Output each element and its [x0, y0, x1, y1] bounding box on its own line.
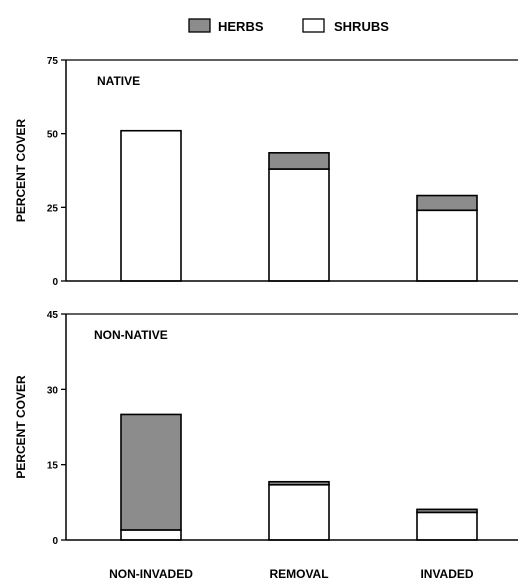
bar-shrubs-non-invaded [120, 529, 182, 541]
category-labels: NON-INVADED REMOVAL INVADED [109, 567, 474, 581]
panel-title: NATIVE [97, 74, 140, 88]
y-tick-label: 30 [47, 385, 59, 396]
y-tick-label: 15 [47, 461, 59, 472]
y-axis-label: PERCENT COVER [14, 118, 28, 222]
chart-panels: 0 25 50 75 NATIVE PERCENT COVER 0 15 30 45 NON-NAT… [14, 56, 518, 547]
y-axis-label: PERCENT COVER [14, 375, 28, 479]
legend-shrubs-label: SHRUBS [334, 19, 389, 34]
panel-native: 0 25 50 75 NATIVE PERCENT COVER [14, 56, 518, 288]
bar-herbs-invaded [416, 194, 478, 212]
bar-herbs-non-invaded [120, 413, 182, 531]
bar-herbs-invaded [416, 508, 478, 514]
bar-herbs-removal [268, 480, 330, 486]
y-tick-label: 0 [52, 277, 58, 288]
bar-shrubs-invaded [416, 209, 478, 282]
panel-non-native: 0 15 30 45 NON-NATIVE PERCENT COVER [14, 310, 518, 547]
legend: HERBS SHRUBS [188, 18, 389, 34]
y-tick-label: 0 [52, 536, 58, 547]
bar-shrubs-invaded [416, 511, 478, 541]
legend-shrubs-swatch [302, 18, 325, 33]
legend-herbs-swatch [188, 18, 211, 33]
legend-herbs-label: HERBS [218, 19, 264, 34]
bar-shrubs-non-invaded [120, 129, 182, 282]
category-label-non-invaded: NON-INVADED [109, 567, 193, 580]
bar-shrubs-removal [268, 168, 330, 282]
category-label-invaded: INVADED [420, 567, 473, 580]
y-tick-label: 45 [47, 310, 59, 321]
bar-herbs-removal [268, 152, 330, 170]
y-tick-label: 50 [47, 130, 59, 141]
bar-shrubs-removal [268, 483, 330, 541]
category-label-removal: REMOVAL [269, 567, 328, 580]
panel-title: NON-NATIVE [94, 328, 168, 342]
y-tick-label: 75 [47, 56, 59, 67]
y-tick-label: 25 [47, 203, 59, 214]
